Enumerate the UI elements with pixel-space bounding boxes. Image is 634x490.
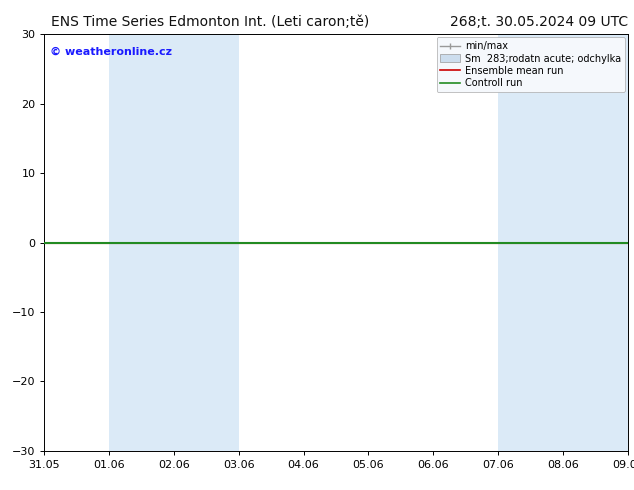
Bar (109, 34, 174, 451)
Bar (498, 34, 563, 451)
Bar (174, 34, 239, 451)
Text: 268;t. 30.05.2024 09 UTC: 268;t. 30.05.2024 09 UTC (450, 15, 628, 29)
Text: © weatheronline.cz: © weatheronline.cz (50, 47, 172, 57)
Legend: min/max, Sm  283;rodatn acute; odchylka, Ensemble mean run, Controll run: min/max, Sm 283;rodatn acute; odchylka, … (437, 37, 624, 92)
Bar (563, 34, 628, 451)
Text: ENS Time Series Edmonton Int. (Leti caron;tě): ENS Time Series Edmonton Int. (Leti caro… (51, 15, 369, 29)
